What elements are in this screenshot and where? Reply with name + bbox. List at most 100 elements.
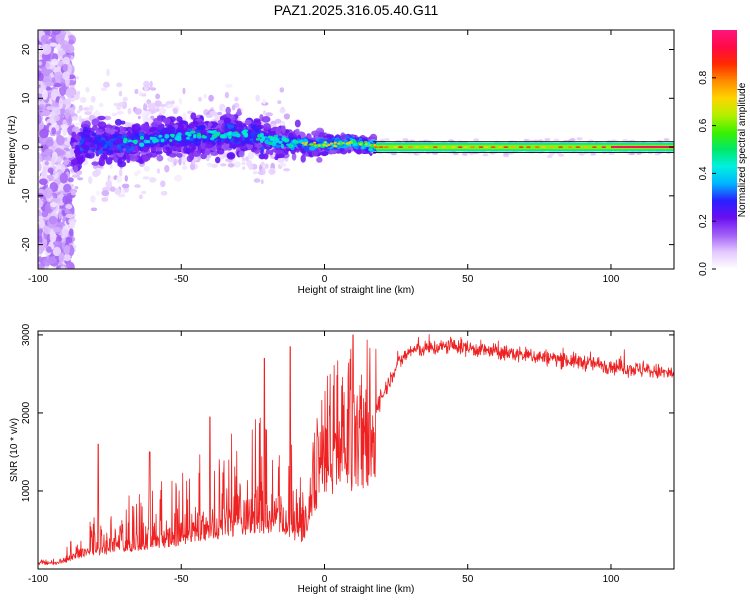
spectrogram-cell xyxy=(127,130,131,136)
spectrogram-cell xyxy=(53,114,61,122)
colorbar-tick-label: 0.4 xyxy=(698,166,709,180)
spectrogram-cell xyxy=(38,153,42,164)
spectrogram-cell xyxy=(590,152,597,156)
spectrogram-cell xyxy=(207,143,213,149)
spectrogram-cell xyxy=(129,155,139,162)
spectrogram-cell xyxy=(339,143,343,146)
spectrogram-cell xyxy=(352,139,357,144)
spectrogram-cell xyxy=(205,114,213,118)
spectrogram-cell xyxy=(300,154,306,163)
spectrogram-cell xyxy=(304,143,308,146)
snr-ylabel: SNR (10 * v/v) xyxy=(9,418,20,482)
spectrogram-cell xyxy=(250,124,257,129)
spectrogram-cell xyxy=(217,111,223,116)
spectrogram-cell xyxy=(97,121,107,130)
spectrogram-ytick-label: -20 xyxy=(21,237,32,252)
spectrogram-cell xyxy=(105,127,112,135)
spectrogram-cell xyxy=(114,118,122,126)
spectrogram-cell xyxy=(311,150,319,157)
spectrogram-cell xyxy=(73,157,78,165)
spectrogram-cell xyxy=(211,163,219,168)
spectrogram-cell xyxy=(261,167,266,175)
spectrogram-cell xyxy=(90,195,96,203)
spectrogram-cell xyxy=(478,146,484,149)
spectrogram-cell xyxy=(74,186,79,190)
spectrogram-cell xyxy=(227,163,235,168)
spectrogram-cell xyxy=(228,142,234,149)
spectrogram-cell xyxy=(51,30,61,36)
spectrogram-cell xyxy=(132,139,138,144)
snr-xlabel: Height of straight line (km) xyxy=(298,584,415,595)
spectrogram-cell xyxy=(383,146,389,149)
spectrogram-cell xyxy=(173,108,178,115)
spectrogram-cell xyxy=(178,157,182,166)
spectrogram-cell xyxy=(209,110,218,116)
spectrogram-cell xyxy=(576,137,583,141)
spectrogram-cell xyxy=(65,236,73,244)
spectrogram-cell xyxy=(526,146,531,149)
spectrogram-cell xyxy=(378,146,384,149)
spectrogram-cell xyxy=(169,141,175,147)
spectrogram-cell xyxy=(40,109,51,117)
spectrogram-cell xyxy=(482,153,489,157)
snr-xtick-label: -50 xyxy=(174,574,189,585)
spectrogram-cell xyxy=(193,134,197,139)
spectrogram-xtick-label: -100 xyxy=(28,274,48,285)
spectrogram-cell xyxy=(41,168,47,178)
spectrogram-cell xyxy=(138,132,145,138)
spectrogram-cell xyxy=(78,115,82,123)
spectrogram-cell xyxy=(503,152,510,156)
colorbar-label: Normalized spectral amplitude xyxy=(737,82,748,217)
spectrogram-cell xyxy=(117,193,126,198)
spectrogram-cell xyxy=(155,150,163,155)
spectrogram-cell xyxy=(116,144,122,150)
spectrogram-cell xyxy=(119,143,125,147)
spectrogram-cell xyxy=(64,153,74,159)
spectrogram-cell xyxy=(327,143,331,147)
snr-xtick-label: 50 xyxy=(462,574,474,585)
spectrogram-cell xyxy=(163,128,171,134)
spectrogram-cell xyxy=(359,143,363,146)
spectrogram-cell xyxy=(121,183,130,189)
spectrogram-cell xyxy=(150,177,157,183)
spectrogram-cell xyxy=(222,142,230,150)
spectrogram-cell xyxy=(128,135,133,139)
spectrogram-cell xyxy=(201,134,206,139)
spectrogram-cell xyxy=(67,39,75,45)
spectrogram-cell xyxy=(78,104,83,112)
spectrogram-cell xyxy=(65,203,73,210)
spectrogram-cell xyxy=(189,123,196,128)
spectrogram-cell xyxy=(274,118,282,124)
spectrogram-cell xyxy=(255,94,260,102)
spectrogram-cell xyxy=(94,119,99,125)
spectrogram-cell xyxy=(90,95,96,103)
spectrogram-cell xyxy=(82,129,89,133)
spectrogram-cell xyxy=(587,139,594,143)
spectrogram-cell xyxy=(124,175,128,182)
spectrogram-cell xyxy=(62,63,68,72)
spectrogram-cell xyxy=(56,135,65,146)
spectrogram-cell xyxy=(54,124,60,132)
spectrogram-cell xyxy=(109,149,114,154)
spectrogram-cell xyxy=(291,152,297,161)
spectrogram-cell xyxy=(265,112,273,117)
colorbar-ticks: 0.0 0.2 0.4 0.6 0.8 xyxy=(698,70,716,276)
spectrogram-cell xyxy=(46,256,57,264)
spectrogram-cell xyxy=(84,134,90,139)
spectrogram-cell xyxy=(84,153,92,159)
spectrogram-cell xyxy=(68,177,74,183)
spectrogram-cell xyxy=(402,138,409,142)
spectrogram-cell xyxy=(523,138,530,142)
spectrogram-cell xyxy=(140,136,144,140)
spectrogram-cell xyxy=(143,165,150,172)
spectrogram-cell xyxy=(51,156,56,166)
spectrogram-cell xyxy=(198,96,202,102)
spectrogram-cell xyxy=(124,122,132,128)
spectrogram-cell xyxy=(150,87,157,91)
spectrogram-cell xyxy=(200,153,207,160)
spectrogram-cell xyxy=(245,156,249,162)
spectrogram-cell xyxy=(64,208,70,214)
spectrogram-cell xyxy=(38,61,43,66)
snr-xtick-label: 100 xyxy=(603,574,620,585)
spectrogram-cell xyxy=(277,100,282,104)
